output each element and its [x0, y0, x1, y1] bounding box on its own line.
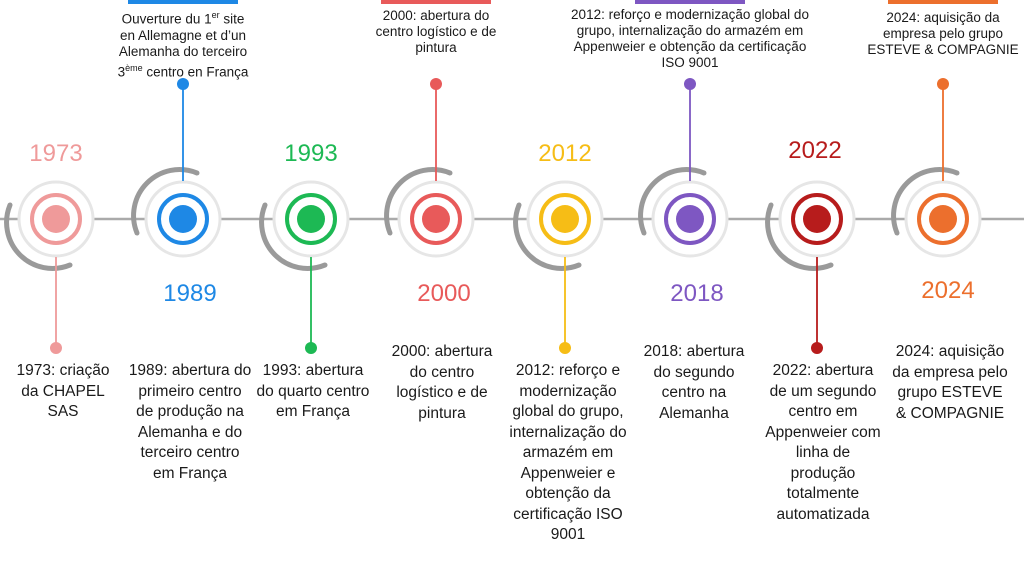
stem-end-dot	[937, 78, 949, 90]
year-label-1989: 1989	[163, 280, 217, 307]
top-description-2000: 2000: abertura do centro logístico e de …	[375, 8, 497, 55]
marker-dot	[929, 205, 957, 233]
marker-dot	[169, 205, 197, 233]
description-1973: 1973: criação da CHAPEL SAS	[16, 362, 110, 420]
description-1993: 1993: abertura do quarto centro em Franç…	[256, 362, 370, 420]
description-2018: 2018: abertura do segundo centro na Alem…	[643, 343, 745, 422]
marker-halo	[526, 180, 604, 258]
marker-ring	[539, 193, 591, 245]
year-label-2000: 2000	[417, 280, 471, 307]
marker-halo	[144, 180, 222, 258]
stem-end-dot	[177, 78, 189, 90]
top-description-1989: Ouverture du 1er site en Allemagne et d’…	[117, 10, 249, 79]
marker-dot	[803, 205, 831, 233]
marker-dot	[42, 205, 70, 233]
top-description-2018: 2012: reforço e modernização global do g…	[571, 7, 809, 70]
description-2000: 2000: abertura do centro logístico e de …	[391, 343, 493, 422]
description-1989: 1989: abertura do primeiro centro de pro…	[128, 362, 252, 482]
top-bar-2024	[888, 0, 998, 4]
top-bar-1989	[128, 0, 238, 4]
marker-halo	[904, 180, 982, 258]
stem-end-dot	[811, 342, 823, 354]
year-label-1993: 1993	[284, 140, 338, 167]
marker-dot	[422, 205, 450, 233]
marker-ring	[285, 193, 337, 245]
stem-end-dot	[305, 342, 317, 354]
top-bar-2000	[381, 0, 491, 4]
marker-halo	[272, 180, 350, 258]
top-bar-2018	[635, 0, 745, 4]
year-label-2024: 2024	[921, 277, 975, 304]
stem-end-dot	[50, 342, 62, 354]
year-label-1973: 1973	[29, 140, 83, 167]
marker-ring	[791, 193, 843, 245]
description-2024: 2024: aquisição da empresa pelo grupo ES…	[892, 343, 1008, 422]
marker-ring	[30, 193, 82, 245]
marker-dot	[551, 205, 579, 233]
marker-halo	[17, 180, 95, 258]
stem-end-dot	[430, 78, 442, 90]
stem-end-dot	[559, 342, 571, 354]
marker-ring	[664, 193, 716, 245]
marker-halo	[397, 180, 475, 258]
year-label-2018: 2018	[670, 280, 724, 307]
description-2012: 2012: reforço e modernização global do g…	[509, 362, 627, 543]
year-label-2012: 2012	[538, 140, 592, 167]
marker-halo	[778, 180, 856, 258]
marker-dot	[297, 205, 325, 233]
top-description-2024: 2024: aquisição da empresa pelo grupo ES…	[867, 10, 1019, 57]
marker-halo	[651, 180, 729, 258]
marker-dot	[676, 205, 704, 233]
marker-ring	[157, 193, 209, 245]
marker-ring	[410, 193, 462, 245]
year-label-2022: 2022	[788, 137, 842, 164]
description-2022: 2022: abertura de um segundo centro em A…	[765, 362, 881, 523]
marker-ring	[917, 193, 969, 245]
stem-end-dot	[684, 78, 696, 90]
